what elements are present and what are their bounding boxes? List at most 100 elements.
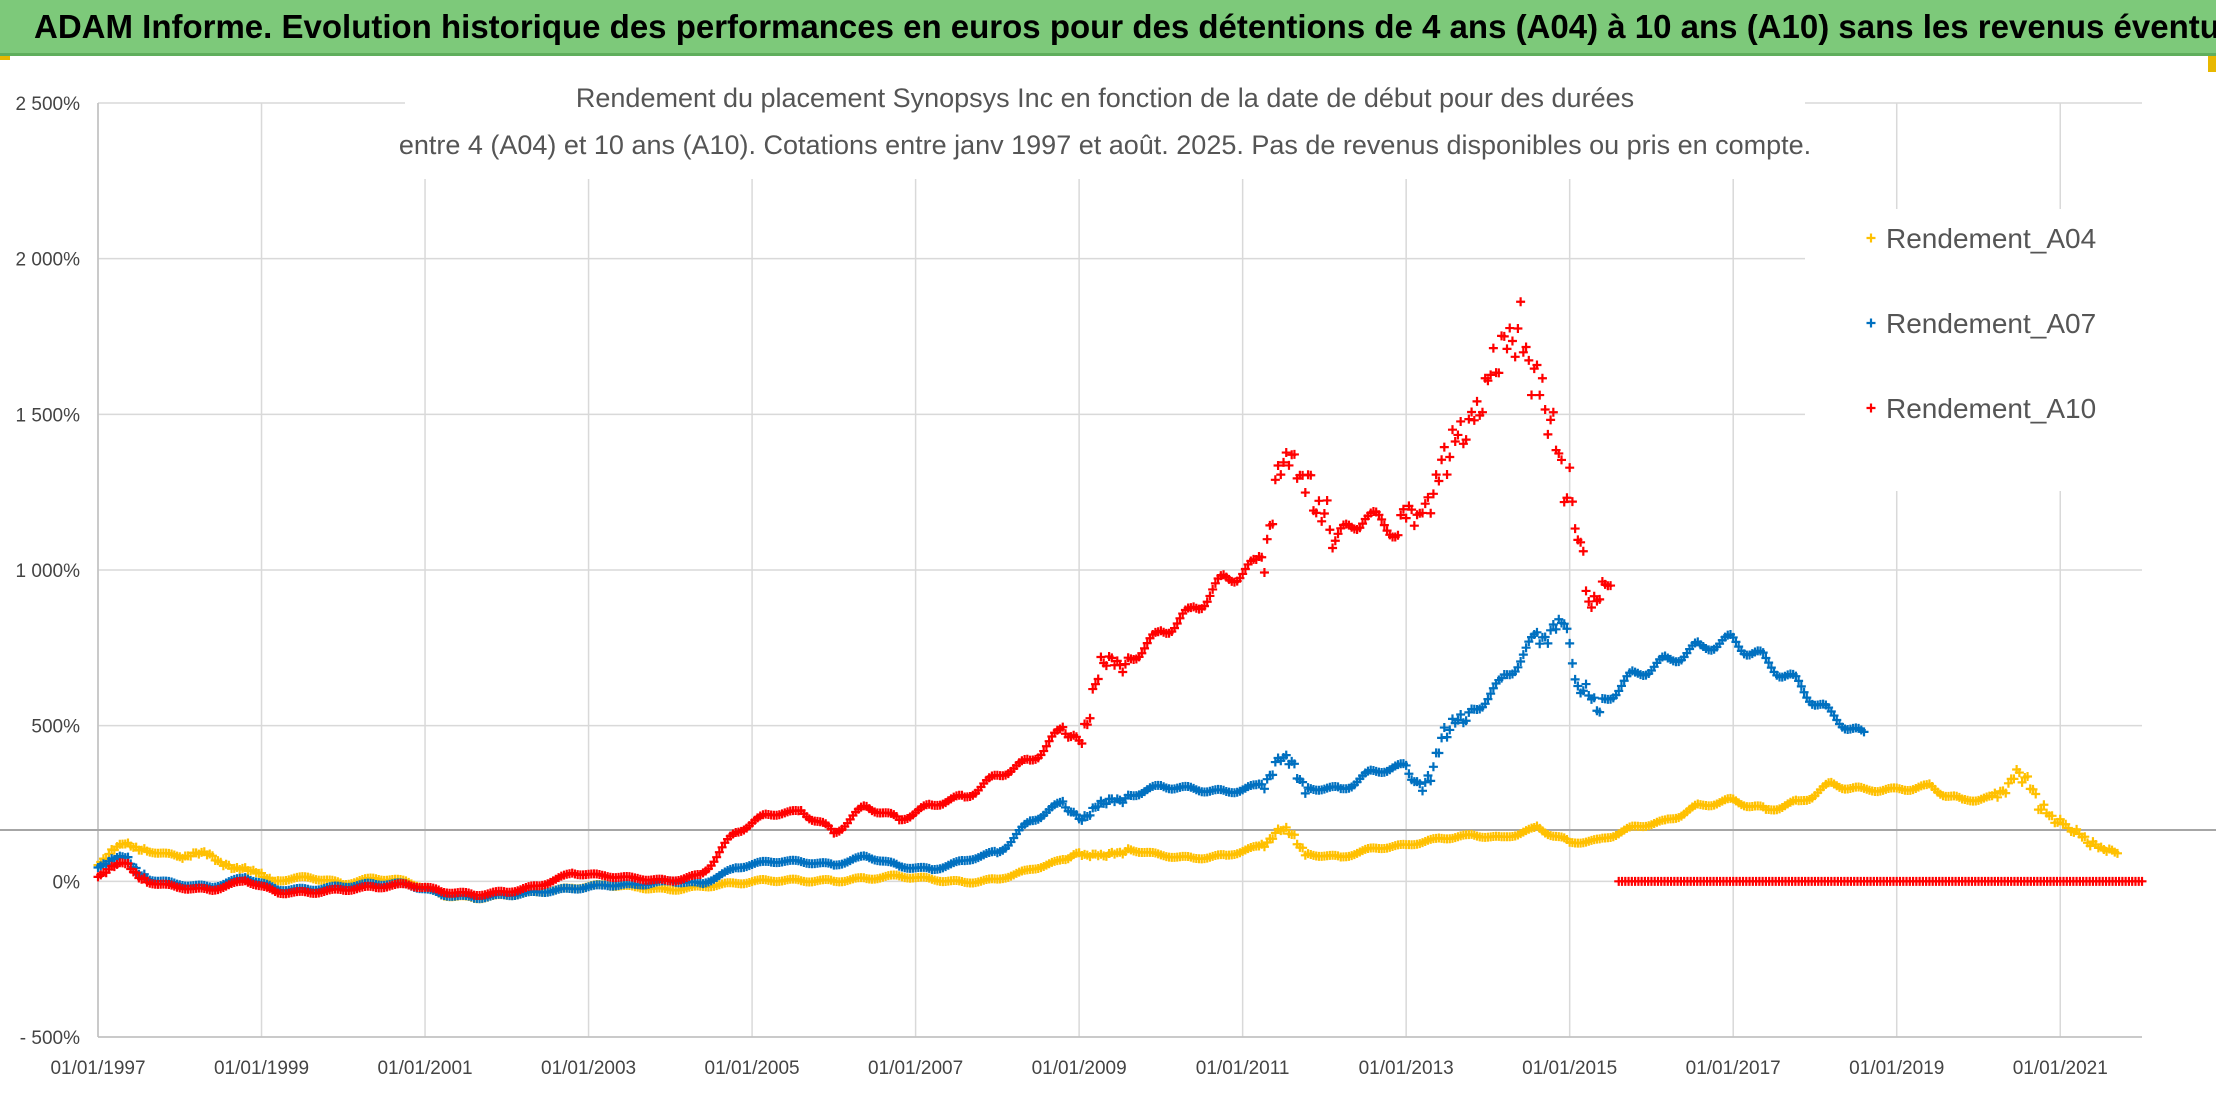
data-point: [1614, 686, 1624, 696]
data-point: [2014, 768, 2024, 778]
data-point: [712, 852, 722, 862]
data-point: [1445, 725, 1455, 735]
legend-marker: [1866, 233, 1876, 243]
data-point: [1142, 638, 1152, 648]
data-point: [2137, 876, 2147, 886]
data-point: [1428, 489, 1438, 499]
data-point: [1565, 638, 1575, 648]
data-point: [1453, 430, 1463, 440]
data-point: [1058, 796, 1068, 806]
data-point: [1488, 683, 1498, 693]
data-point: [1507, 336, 1517, 346]
data-point: [1537, 373, 1547, 383]
data-point: [1532, 627, 1542, 637]
data-point: [1268, 519, 1278, 529]
data-point: [1518, 347, 1528, 357]
data-point: [1328, 543, 1338, 553]
data-point: [1450, 437, 1460, 447]
data-point: [2001, 788, 2011, 798]
x-tick-label: 01/01/2001: [377, 1058, 472, 1079]
data-point: [1273, 461, 1283, 471]
data-point: [1319, 508, 1329, 518]
data-point: [1467, 407, 1477, 417]
data-point: [1494, 368, 1504, 378]
data-point: [1791, 671, 1801, 681]
data-point: [2047, 811, 2057, 821]
data-point: [1565, 463, 1575, 473]
x-tick-label: 01/01/2019: [1849, 1058, 1944, 1079]
chart-title-line1: Rendement du placement Synopsys Inc en f…: [576, 83, 1634, 113]
data-point: [1535, 390, 1545, 400]
data-point: [1993, 792, 2003, 802]
legend-label: Rendement_A04: [1886, 223, 2096, 254]
data-point: [709, 857, 719, 867]
data-point: [1415, 779, 1425, 789]
data-point: [1317, 516, 1327, 526]
data-point: [1330, 536, 1340, 546]
data-point: [1586, 603, 1596, 613]
data-point: [2009, 774, 2019, 784]
data-point: [2023, 772, 2033, 782]
y-tick-label: 1 500%: [16, 405, 81, 426]
data-point: [1085, 810, 1095, 820]
data-point: [1532, 360, 1542, 370]
data-point: [1118, 667, 1128, 677]
data-point: [1581, 679, 1591, 689]
data-point: [1477, 407, 1487, 417]
data-point: [1377, 514, 1387, 524]
data-point: [1483, 694, 1493, 704]
data-point: [1434, 476, 1444, 486]
data-point: [1077, 815, 1087, 825]
data-point: [1543, 429, 1553, 439]
legend-label: Rendement_A10: [1886, 393, 2096, 424]
data-point: [1540, 404, 1550, 414]
data-point: [123, 858, 133, 868]
data-point: [1437, 455, 1447, 465]
data-point: [1559, 619, 1569, 629]
data-point: [1442, 470, 1452, 480]
data-point: [1796, 681, 1806, 691]
data-point: [1172, 618, 1182, 628]
data-point: [1505, 323, 1515, 333]
data-point: [1093, 674, 1103, 684]
data-point: [1551, 624, 1561, 634]
data-point: [1120, 659, 1130, 669]
data-point: [1570, 674, 1580, 684]
data-point: [1379, 520, 1389, 530]
data-point: [1401, 760, 1411, 770]
data-point: [1799, 687, 1809, 697]
series-Rendement_A07: [93, 614, 1869, 904]
data-point: [1513, 323, 1523, 333]
data-point: [1101, 661, 1111, 671]
banner-title: ADAM Informe. Evolution historique des p…: [34, 8, 2216, 45]
data-point: [1322, 495, 1332, 505]
data-point: [1731, 637, 1741, 647]
data-point: [1420, 777, 1430, 787]
data-point: [1480, 699, 1490, 709]
data-point: [1096, 652, 1106, 662]
y-tick-label: - 500%: [20, 1028, 80, 1049]
data-point: [1306, 470, 1316, 480]
x-tick-label: 01/01/2011: [1196, 1058, 1290, 1079]
data-point: [2028, 784, 2038, 794]
data-point: [2072, 824, 2082, 834]
data-point: [1761, 653, 1771, 663]
data-point: [1859, 727, 1869, 737]
data-point: [1262, 534, 1272, 544]
data-point: [2055, 814, 2065, 824]
data-point: [1461, 716, 1471, 726]
data-point: [1595, 707, 1605, 717]
data-point: [1407, 505, 1417, 515]
data-point: [1521, 643, 1531, 653]
data-point: [1298, 777, 1308, 787]
data-point: [1567, 658, 1577, 668]
data-point: [2017, 777, 2027, 787]
data-point: [1259, 784, 1269, 794]
data-point: [1393, 530, 1403, 540]
data-point: [1270, 475, 1280, 485]
data-point: [1456, 709, 1466, 719]
data-point: [1137, 648, 1147, 658]
data-point: [1426, 776, 1436, 786]
series-Rendement_A10: [93, 297, 1616, 901]
data-point: [1502, 344, 1512, 354]
